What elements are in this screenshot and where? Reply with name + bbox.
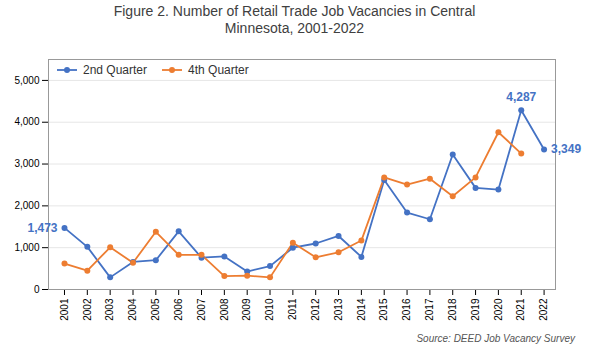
svg-text:2010: 2010: [264, 298, 275, 321]
svg-text:3,349: 3,349: [551, 142, 581, 156]
svg-text:4,000: 4,000: [14, 116, 39, 127]
svg-text:2008: 2008: [219, 298, 230, 321]
svg-text:2015: 2015: [378, 298, 389, 321]
svg-text:1,000: 1,000: [14, 242, 39, 253]
html-text:4th Quarter: 4th Quarter: [188, 63, 249, 77]
svg-text:2020: 2020: [493, 298, 504, 321]
svg-text:2005: 2005: [150, 298, 161, 321]
svg-text:0: 0: [34, 284, 40, 295]
svg-text:2022: 2022: [538, 298, 549, 321]
svg-text:2009: 2009: [241, 298, 252, 321]
svg-text:4,287: 4,287: [506, 90, 536, 104]
svg-text:5,000: 5,000: [14, 75, 39, 86]
svg-text:2014: 2014: [356, 298, 367, 321]
svg-text:2019: 2019: [470, 298, 481, 321]
svg-text:2021: 2021: [515, 298, 526, 321]
svg-text:2012: 2012: [310, 298, 321, 321]
svg-text:2001: 2001: [59, 298, 70, 321]
html-text:2nd Quarter: 2nd Quarter: [83, 63, 147, 77]
svg-text:3,000: 3,000: [14, 158, 39, 169]
svg-text:2016: 2016: [401, 298, 412, 321]
svg-text:1,473: 1,473: [27, 221, 57, 235]
html-text:Figure 2. Number of Retail Tra: Figure 2. Number of Retail Trade Job Vac…: [113, 3, 476, 36]
svg-text:2017: 2017: [424, 298, 435, 321]
svg-text:2013: 2013: [333, 298, 344, 321]
svg-text:2004: 2004: [127, 298, 138, 321]
html-text:Source: DEED Job Vacancy Surve: Source: DEED Job Vacancy Survey: [416, 333, 575, 344]
svg-text:2002: 2002: [82, 298, 93, 321]
svg-text:2018: 2018: [447, 298, 458, 321]
svg-text:2011: 2011: [287, 298, 298, 320]
svg-text:2003: 2003: [104, 298, 115, 321]
svg-text:2006: 2006: [173, 298, 184, 321]
svg-text:2,000: 2,000: [14, 200, 39, 211]
svg-text:2007: 2007: [196, 298, 207, 321]
